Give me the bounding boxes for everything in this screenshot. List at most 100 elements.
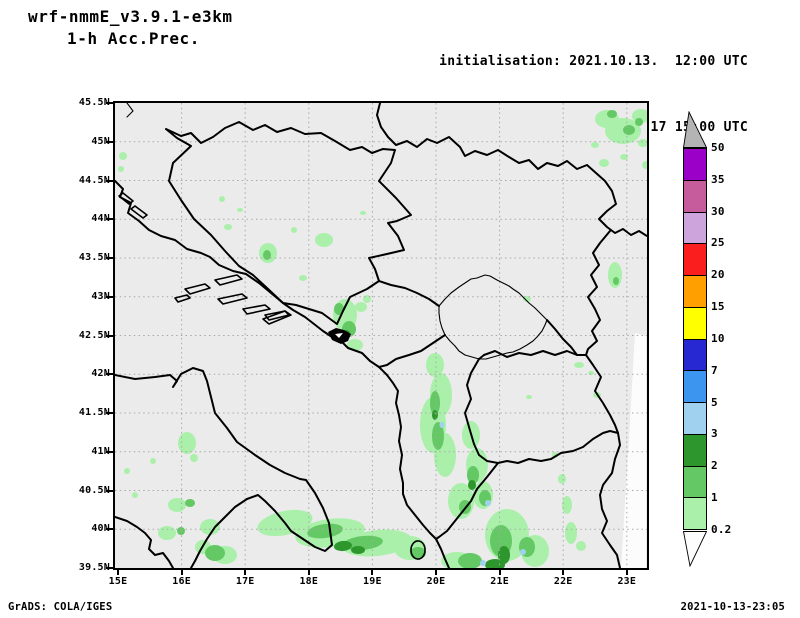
precip-cell-level-0.2-1mm [168,498,186,512]
macedonia-north-border-path [483,350,587,358]
longitude-axis-label: 16E [172,576,191,587]
latitude-tick-mark [106,450,113,453]
longitude-tick-mark [117,570,119,575]
latitude-tick-mark [106,373,113,376]
longitude-axis-label: 17E [235,576,255,587]
colorbar-value-label: 30 [711,204,725,218]
montenegro-south-border-path [378,334,446,368]
precip-cell-level-0.2-1mm [588,371,594,375]
island-path [174,294,191,303]
precip-cell-level-0.2-1mm [132,492,138,498]
latitude-axis-label: 44N [91,213,110,225]
kosovo-border-path [438,274,548,360]
longitude-tick-mark [625,570,628,575]
precip-cell-level-1-2mm [467,466,479,484]
precip-cell-level-0.2-1mm [591,142,599,148]
precip-cell-level-0.2-1mm [224,224,232,230]
longitude-tick-mark [371,570,374,575]
latitude-tick-mark [106,179,113,182]
latitude-axis-label: 42.5N [78,329,110,341]
precip-cell-level-1-2mm [635,118,643,126]
colorbar-value-label: 20 [711,268,725,282]
precip-cell-level-1-2mm [613,277,619,285]
precip-cell-level-0.2-1mm [576,541,586,551]
colorbar-value-label: 2 [711,459,718,473]
island-path [118,192,134,205]
latitude-axis-label: 41.5N [78,407,110,418]
precip-cell-level-1-2mm [205,545,225,561]
precip-cell-level-1-2mm [343,535,383,551]
latitude-axis-label: 43.5N [78,252,110,263]
precip-cell-level-1-2mm [458,553,482,568]
precip-cell-level-0.2-1mm [150,458,156,464]
colorbar-segment [684,244,706,276]
precip-cell-level-2-3mm [485,559,505,568]
precip-cell-level-3-5mm [480,560,486,566]
precip-cell-level-0.2-1mm [426,353,444,377]
precip-cell-level-0.2-1mm [291,227,297,233]
island-path [217,293,248,305]
precip-cell-level-1-2mm [623,125,635,135]
precip-cell-level-0.2-1mm [605,118,641,144]
precip-cell-level-1-2mm [177,527,185,535]
precip-cell-level-3-5mm [485,500,491,506]
latitude-tick-mark [106,140,113,143]
product-title: 1-h Acc.Prec. [67,29,201,48]
latitude-tick-mark [106,528,113,531]
latitude-axis-label: 40N [91,523,110,535]
precip-cell-level-2-3mm [498,546,510,564]
island-path [264,310,290,321]
macedonia-nw-corner-path [478,354,485,360]
precip-cell-level-2-3mm [432,410,438,420]
colorbar-segment [684,371,706,403]
serbia-macedonia-border-path [546,319,578,356]
precip-cell-level-1-2mm [430,391,440,415]
latitude-axis-label: 41N [91,445,110,457]
longitude-axis-label: 15E [108,576,128,587]
colorbar-segment [684,403,706,435]
model-title: wrf-nmmE_v3.9.1-e3km [28,7,233,26]
precip-cell-level-2-3mm [351,546,365,554]
precip-cell-level-0.2-1mm [599,159,609,167]
albania-east-border-path [435,358,499,540]
latitude-axis-label: 44.5N [78,174,110,186]
latitude-tick-mark [106,489,113,492]
colorbar-segment [684,434,706,467]
montenegro-north-border-path [378,280,440,307]
peljesac-peninsula-path [262,310,292,325]
colorbar-value-label: 3 [711,427,718,441]
latitude-tick-mark [106,334,113,337]
domain-edge-no-data-stripe [621,333,646,568]
island-path [214,274,243,286]
latitude-tick-mark [106,257,113,259]
precip-cell-level-0.2-1mm [237,208,243,212]
precip-cell-level-0.2-1mm [642,161,647,169]
precip-cell-level-0.2-1mm [526,395,532,399]
longitude-axis-label: 18E [299,576,319,587]
colorbar-value-label: 7 [711,363,718,377]
latitude-tick-mark [106,295,113,298]
precip-cell-level-0.2-1mm [299,275,307,281]
precip-cell-level-0.2-1mm [347,339,363,351]
colorbar-segment [684,307,706,340]
serbia-bulgaria-border-path [585,230,619,434]
colorbar-segment [684,149,706,181]
colorbar-value-label: 25 [711,236,725,250]
colorbar-value-label: 1 [711,491,718,505]
precip-cell-level-3-5mm [520,549,526,555]
map-plot-area [113,101,649,570]
longitude-axis-label: 19E [363,576,382,587]
colorbar-value-label: 5 [711,395,718,409]
precip-cell-level-0.2-1mm [315,233,333,247]
latitude-axis-label: 42N [91,368,110,380]
precip-cell-level-0.2-1mm [118,166,124,172]
colorbar [683,148,707,530]
longitude-tick-mark [180,570,183,575]
colorbar-value-label: 50 [711,141,725,154]
precip-cell-level-0.2-1mm [158,526,176,540]
latitude-axis-label: 39.5N [78,562,110,573]
precip-cell-level-0.2-1mm [558,474,566,484]
colorbar-segment [684,276,706,308]
longitude-axis-label: 21E [490,576,509,587]
island-path [130,205,148,219]
